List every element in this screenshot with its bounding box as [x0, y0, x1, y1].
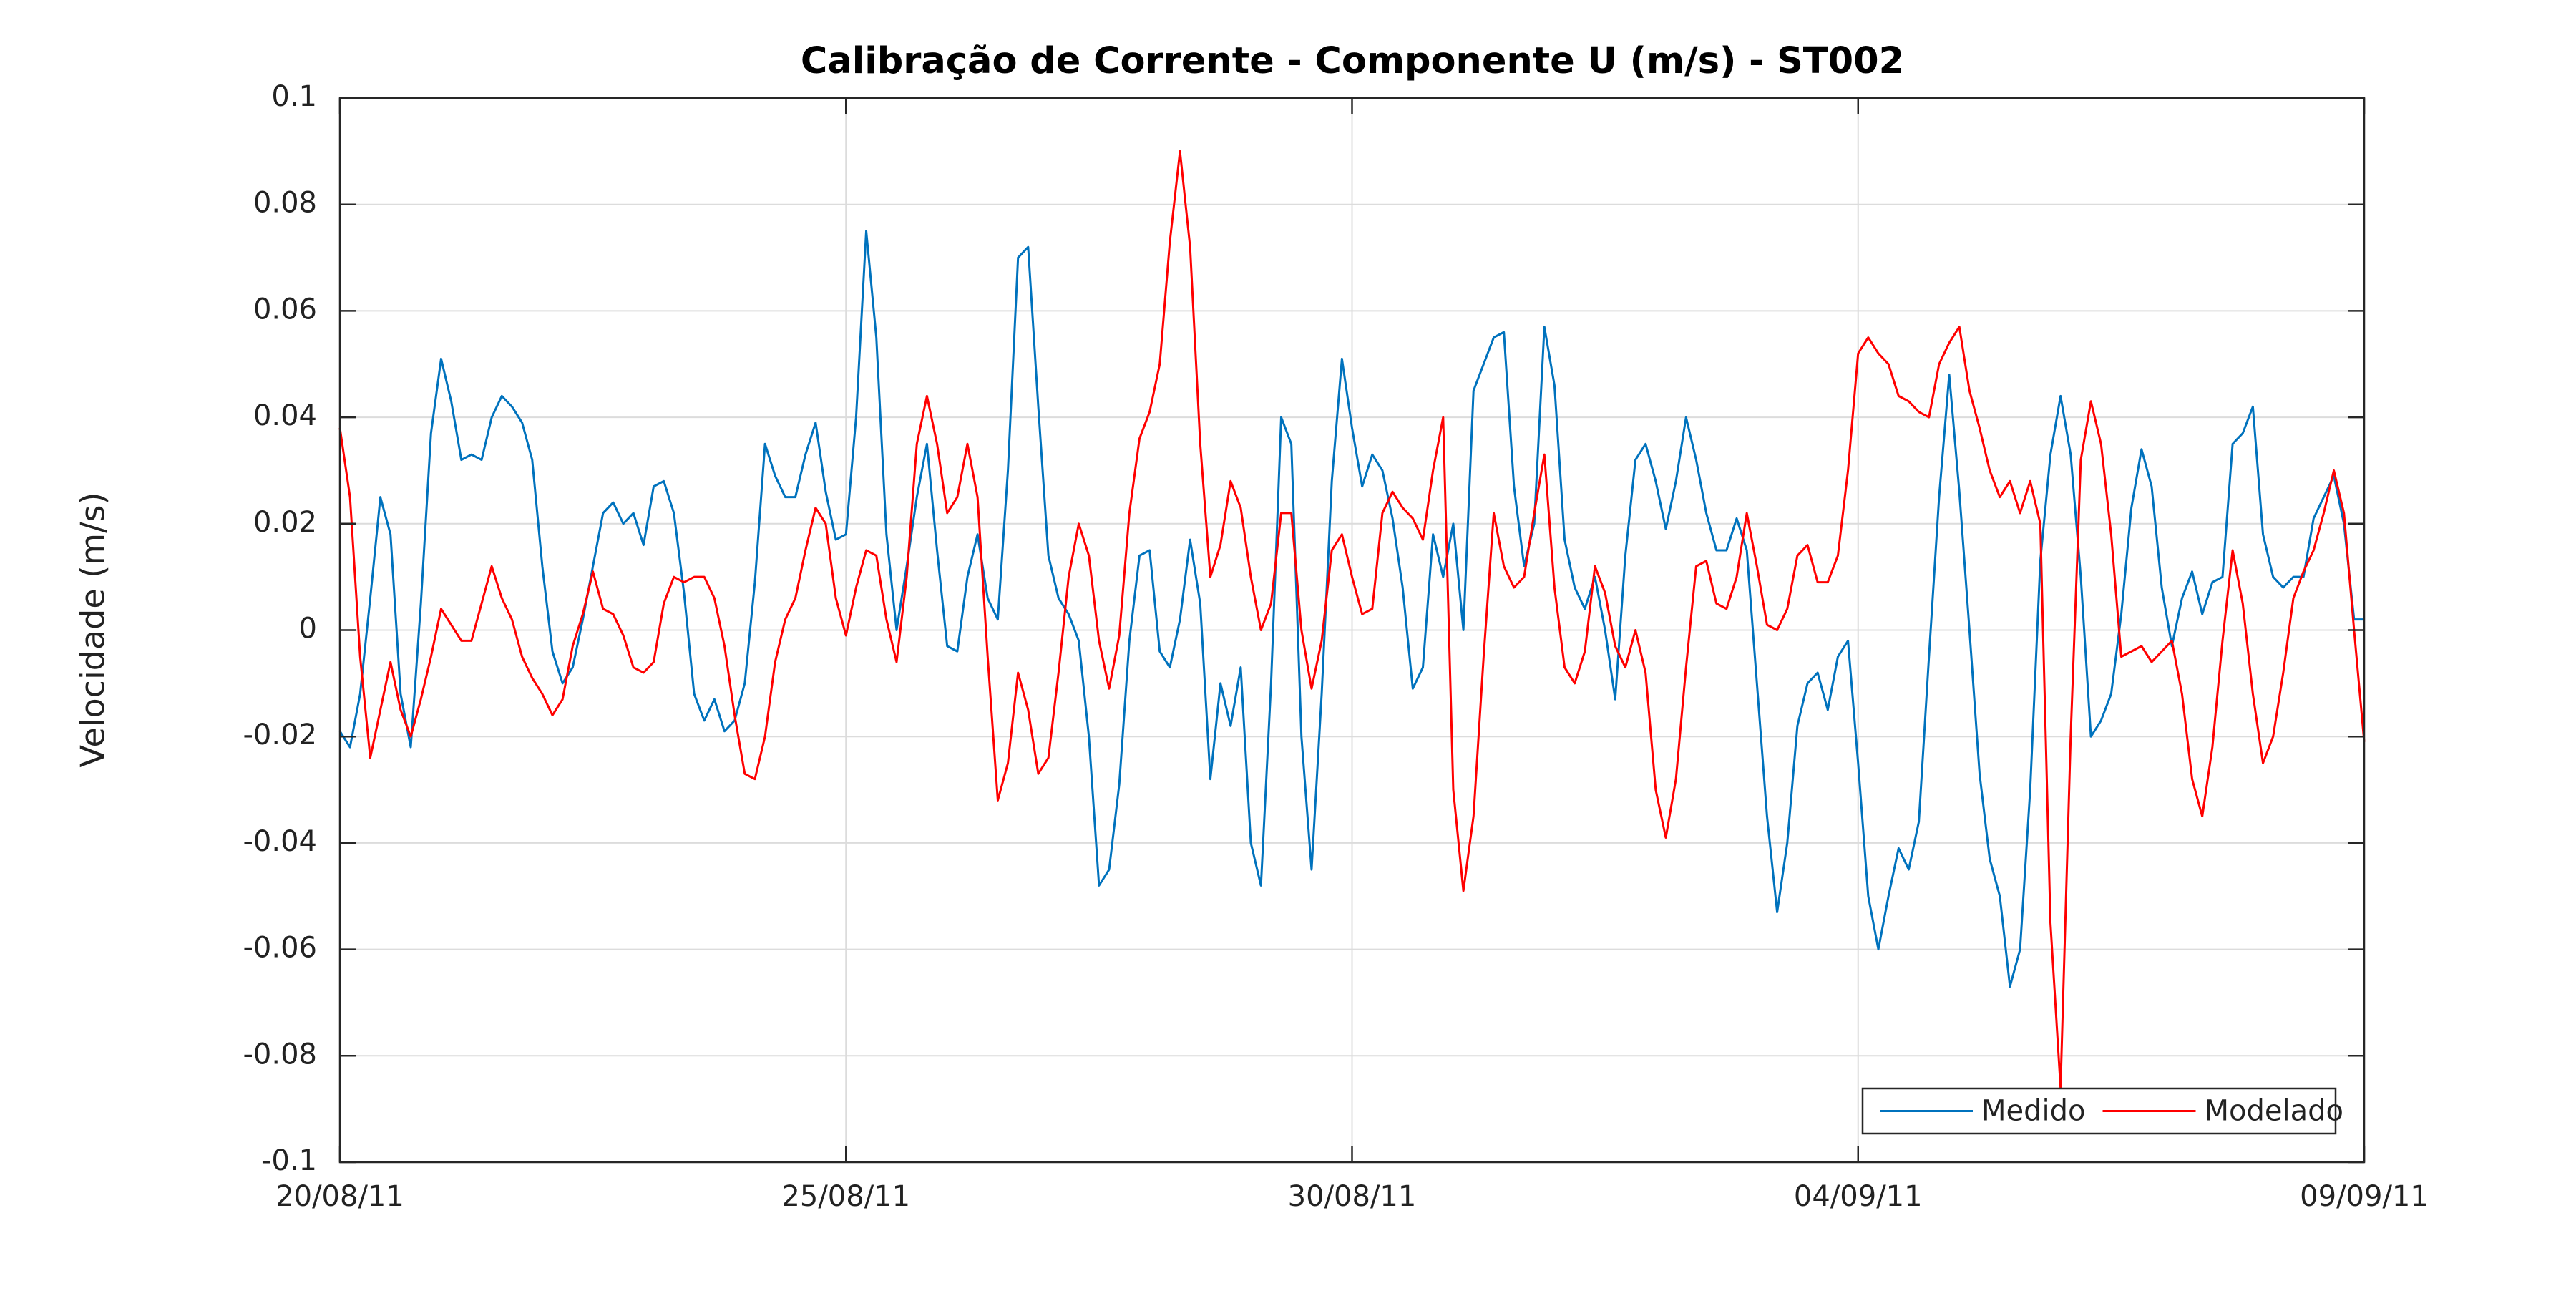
- y-tick-label: -0.08: [243, 1038, 318, 1071]
- y-tick-label: 0.08: [253, 187, 317, 220]
- y-tick-label: 0.04: [253, 399, 317, 432]
- y-tick-label: -0.02: [243, 718, 318, 751]
- legend-label: Medido: [1981, 1095, 2086, 1128]
- x-tick-label: 25/08/11: [781, 1180, 910, 1213]
- y-axis-label: Velocidade (m/s): [74, 492, 112, 768]
- legend-label: Modelado: [2205, 1095, 2343, 1128]
- legend: Medido Modelado: [1861, 1087, 2343, 1135]
- y-tick-label: 0.02: [253, 506, 317, 539]
- x-tick-label: 09/09/11: [2300, 1180, 2429, 1213]
- data-line: [338, 150, 2366, 1089]
- x-tick-label: 04/09/11: [1794, 1180, 1923, 1213]
- x-tick-label: 30/08/11: [1288, 1180, 1417, 1213]
- y-tick-label: -0.04: [243, 825, 318, 858]
- y-tick-label: 0.1: [271, 80, 317, 113]
- y-tick-label: 0.06: [253, 293, 317, 326]
- x-tick-label: 20/08/11: [275, 1180, 404, 1213]
- y-tick-label: 0: [299, 613, 317, 646]
- data-line: [338, 230, 2364, 988]
- y-tick-label: -0.1: [261, 1144, 317, 1177]
- chart-title: Calibração de Corrente - Componente U (m…: [801, 40, 1904, 82]
- y-tick-label: -0.06: [243, 932, 318, 965]
